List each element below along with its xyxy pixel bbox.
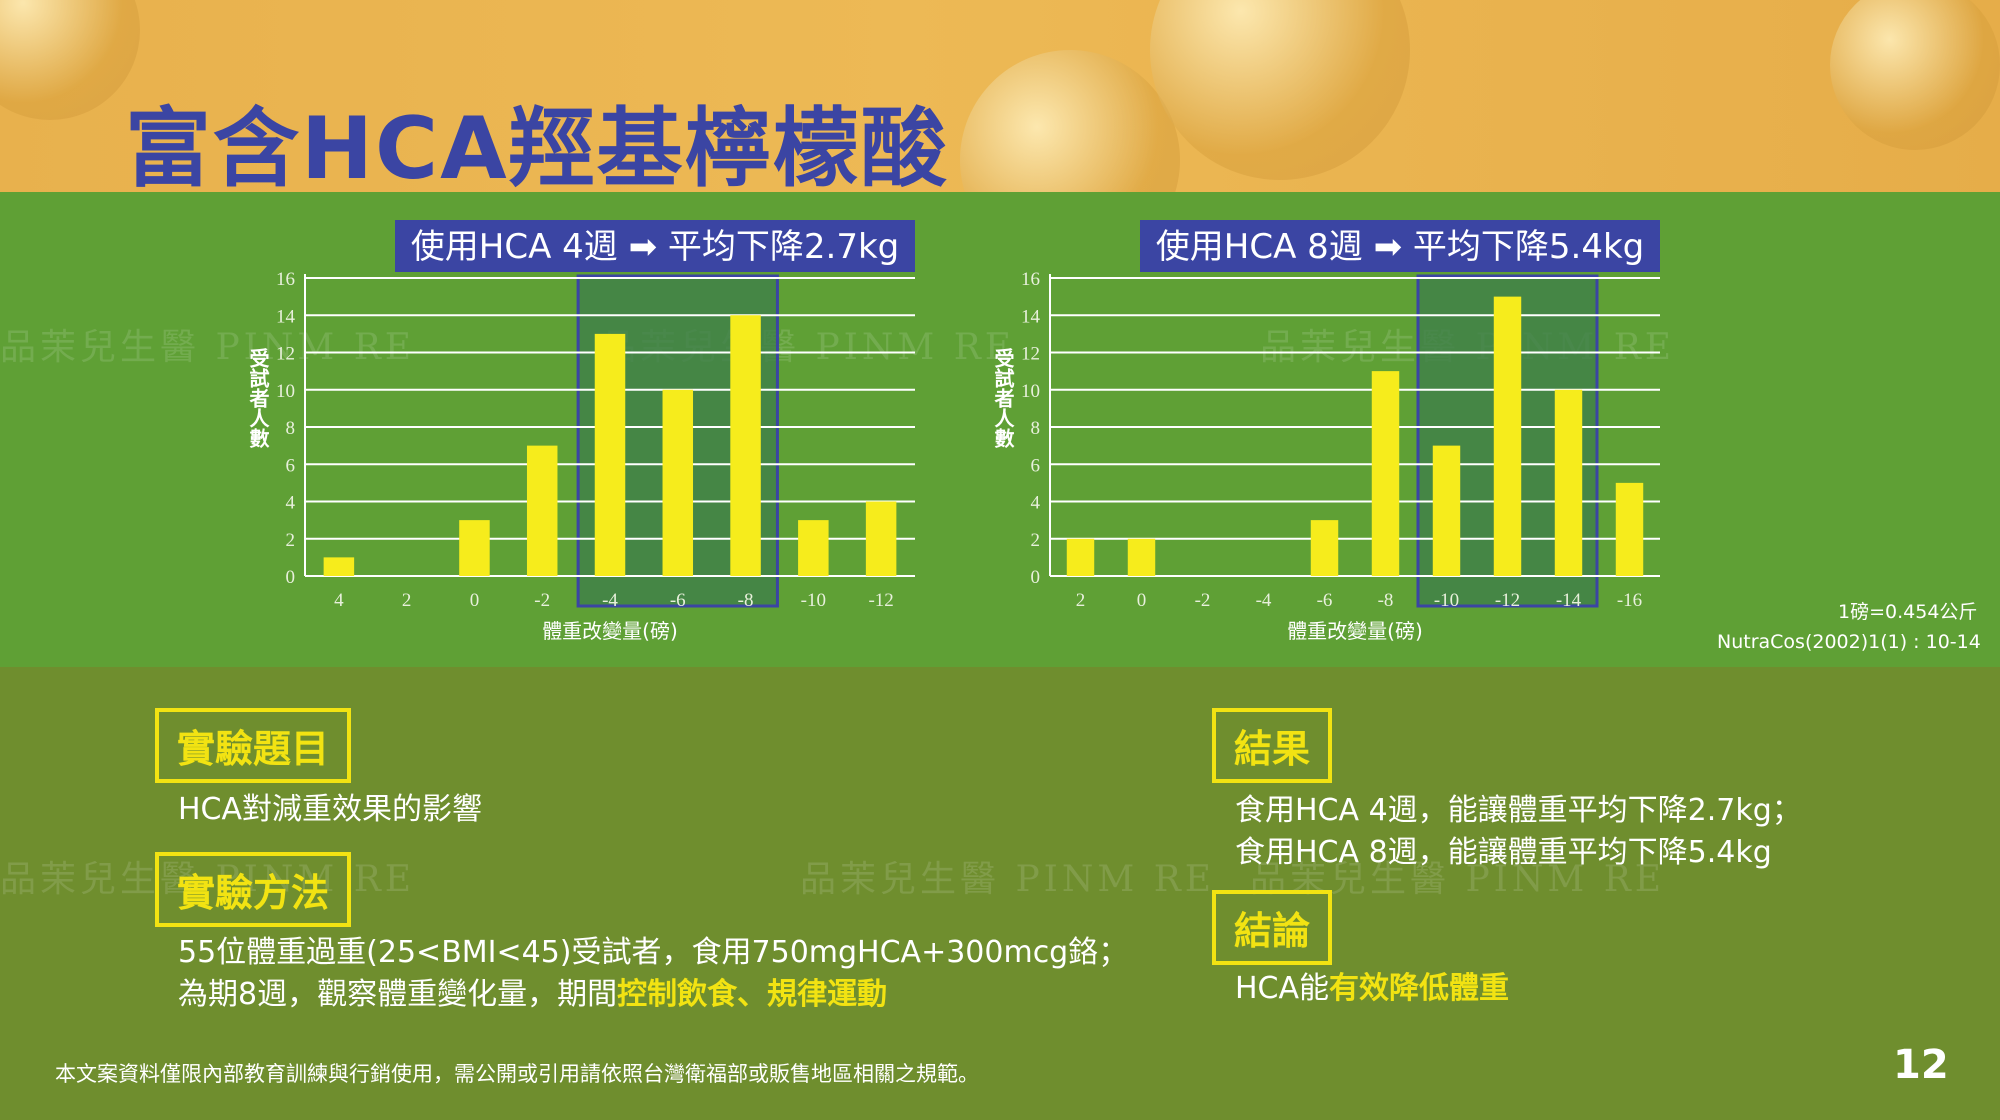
bar: [1615, 482, 1644, 576]
x-tick-label: -8: [1378, 590, 1394, 611]
x-tick-label: -10: [1434, 590, 1459, 611]
conclusion-text: HCA能有效降低體重: [1235, 968, 1509, 1010]
y-tick-label: 2: [1031, 530, 1041, 551]
x-axis-label: 體重改變量(磅): [542, 619, 678, 643]
y-tick-label: 0: [1031, 567, 1041, 588]
y-tick-label: 10: [276, 381, 295, 402]
x-tick-label: 2: [402, 590, 412, 611]
conversion-note: 1磅=0.454公斤: [1838, 601, 1978, 623]
y-tick-label: 10: [1021, 381, 1040, 402]
x-tick-label: -4: [602, 590, 618, 611]
watermark: 品茉兒生醫 PINM RE: [0, 327, 416, 368]
y-tick-label: 16: [1021, 269, 1040, 290]
y-axis-label: 受試者人數: [246, 347, 270, 449]
watermark: 品茉兒生醫 PINM RE: [0, 859, 416, 900]
chart-title: 使用HCA 4週 ➡ 平均下降2.7kg: [411, 227, 899, 267]
bar: [459, 520, 490, 576]
y-tick-label: 4: [1031, 493, 1041, 514]
bar: [1554, 389, 1583, 576]
chart-4-weeks: 0 2 4 6 8 10 12 14 16 4 2 0 -2 -4 -6 -8 -10 -12 體重改變量(磅) 受試…: [230, 218, 950, 658]
chart-svg: 0 2 4 6 8 10 12 14 16 4 2 0 -2 -4 -6 -8 -10 -12 體重改變量(磅) 受試…: [246, 220, 915, 643]
x-tick-label: 2: [1076, 590, 1086, 611]
y-tick-label: 16: [276, 269, 295, 290]
page-title: 富含HCA羥基檸檬酸: [125, 99, 949, 199]
x-tick-label: -10: [801, 590, 826, 611]
chart-svg: 0 2 4 6 8 10 12 14 16 2 0 -2 -4 -6 -8 -10 -12 -14 -16 體重改變量…: [991, 220, 1660, 643]
method-highlight: 控制飲食、規律運動: [617, 977, 888, 1012]
bar: [1127, 538, 1156, 576]
x-tick-label: -12: [868, 590, 893, 611]
x-tick-label: -4: [1256, 590, 1272, 611]
x-tick-label: -12: [1495, 590, 1520, 611]
y-tick-label: 14: [276, 306, 296, 327]
y-tick-label: 12: [276, 344, 295, 365]
bar: [730, 315, 761, 576]
bar: [1371, 371, 1400, 576]
method-line-1: 55位體重過重(25<BMI<45)受試者，食用750mgHCA+300mcg鉻…: [178, 935, 1129, 970]
citation: NutraCos(2002)1(1) : 10-14: [1717, 631, 1981, 653]
page-number: 12: [1893, 1042, 1949, 1088]
chart-8-weeks: 0 2 4 6 8 10 12 14 16 2 0 -2 -4 -6 -8 -10 -12 -14 -16 體重改變量…: [975, 218, 1695, 658]
subject-text: HCA對減重效果的影響: [178, 792, 483, 827]
method-line-2-text: 為期8週，觀察體重變化量，期間: [178, 977, 618, 1012]
subject-label: 實驗題目: [155, 708, 352, 783]
text-band-background: [0, 667, 2000, 1120]
y-axis-label: 受試者人數: [991, 347, 1015, 449]
x-tick-label: -14: [1556, 590, 1582, 611]
bar: [1310, 520, 1339, 576]
footer-disclaimer: 本文案資料僅限內部教育訓練與行銷使用，需公開或引用請依照台灣衛福部或販售地區相關…: [55, 1062, 979, 1086]
y-tick-label: 8: [286, 418, 296, 439]
x-tick-label: -2: [534, 590, 550, 611]
bar: [526, 445, 558, 576]
bar: [1066, 538, 1095, 576]
conclusion-prefix: HCA能: [1235, 971, 1330, 1006]
x-axis-label: 體重改變量(磅): [1287, 619, 1423, 643]
conclusion-highlight: 有效降低體重: [1329, 971, 1510, 1006]
decorative-bubble: [1830, 0, 2000, 150]
bar: [323, 557, 355, 576]
result-line-2: 食用HCA 8週，能讓體重平均下降5.4kg: [1235, 835, 1772, 870]
chart-band-background: [0, 192, 2000, 667]
bar: [1493, 296, 1522, 576]
y-tick-label: 2: [286, 530, 296, 551]
x-tick-label: -2: [1195, 590, 1211, 611]
x-tick-label: 0: [1137, 590, 1147, 611]
method-label: 實驗方法: [155, 852, 352, 927]
title-banner: [1140, 220, 1660, 272]
bar: [662, 389, 694, 576]
bar: [594, 333, 626, 576]
y-tick-label: 4: [286, 493, 296, 514]
bar: [865, 501, 897, 576]
y-tick-label: 6: [286, 455, 296, 476]
x-tick-label: 0: [470, 590, 480, 611]
title-banner: [395, 220, 915, 272]
y-tick-label: 6: [1031, 455, 1041, 476]
conclusion-label: 結論: [1212, 890, 1333, 965]
x-tick-label: -6: [1317, 590, 1333, 611]
y-tick-label: 0: [286, 567, 296, 588]
x-tick-label: -6: [670, 590, 686, 611]
y-tick-label: 12: [1021, 344, 1040, 365]
x-tick-label: -16: [1617, 590, 1642, 611]
y-tick-label: 14: [1021, 306, 1041, 327]
x-tick-label: -8: [738, 590, 754, 611]
result-label: 結果: [1212, 708, 1333, 783]
x-tick-label: 4: [334, 590, 344, 611]
y-tick-label: 8: [1031, 418, 1041, 439]
bar: [798, 520, 829, 576]
chart-title: 使用HCA 8週 ➡ 平均下降5.4kg: [1156, 227, 1644, 267]
result-line-1: 食用HCA 4週，能讓體重平均下降2.7kg；: [1235, 793, 1802, 828]
method-line-2: 為期8週，觀察體重變化量，期間控制飲食、規律運動: [178, 974, 887, 1016]
watermark: 品茉兒生醫 PINM RE: [800, 859, 1216, 900]
bar: [1432, 445, 1461, 576]
